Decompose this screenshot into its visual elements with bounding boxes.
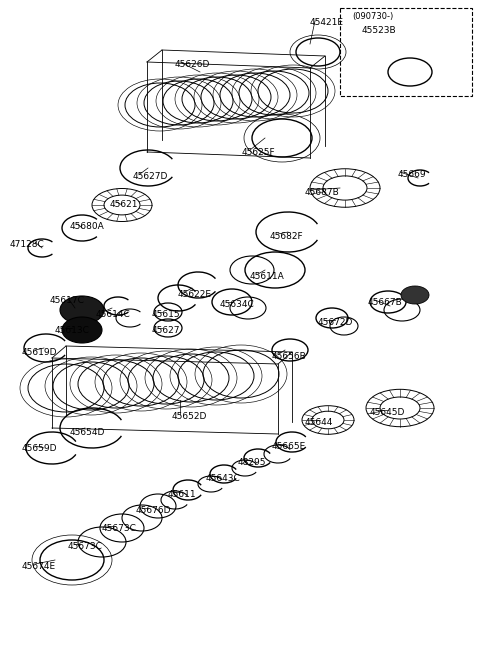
Bar (340, 8, 472, 96)
Text: 45673C: 45673C (68, 542, 103, 551)
Text: 45656B: 45656B (272, 352, 307, 361)
Text: 45627D: 45627D (133, 172, 168, 181)
Text: 45652D: 45652D (172, 412, 207, 421)
Text: 45421E: 45421E (310, 18, 344, 27)
Text: 45611: 45611 (168, 490, 197, 499)
Text: 45674E: 45674E (22, 562, 56, 571)
Text: 45673C: 45673C (102, 524, 137, 533)
Text: 47128C: 47128C (10, 240, 45, 249)
Text: 45676D: 45676D (136, 506, 171, 515)
Ellipse shape (401, 286, 429, 304)
Text: 48295: 48295 (238, 458, 266, 467)
Text: 45644: 45644 (305, 418, 334, 427)
Text: 45617C: 45617C (50, 296, 85, 305)
Text: 45680A: 45680A (70, 222, 105, 231)
Text: 45614C: 45614C (96, 310, 131, 319)
Text: 45613C: 45613C (55, 326, 90, 335)
Ellipse shape (60, 296, 104, 324)
Text: 45665E: 45665E (272, 442, 306, 451)
Text: 45643C: 45643C (206, 474, 241, 483)
Text: 45659D: 45659D (22, 444, 58, 453)
Text: 45687B: 45687B (305, 188, 340, 197)
Text: 45523B: 45523B (362, 26, 396, 35)
Text: 45682F: 45682F (270, 232, 304, 241)
Text: 45626D: 45626D (175, 60, 210, 69)
Text: 45611A: 45611A (250, 272, 285, 281)
Text: 45645D: 45645D (370, 408, 406, 417)
Text: 45667B: 45667B (368, 298, 403, 307)
Text: (090730-): (090730-) (352, 12, 393, 21)
Text: 45672D: 45672D (318, 318, 353, 327)
Text: 45669: 45669 (398, 170, 427, 179)
Ellipse shape (62, 317, 102, 343)
Text: 45634C: 45634C (220, 300, 255, 309)
Text: 45627: 45627 (152, 326, 180, 335)
Text: 45615: 45615 (152, 310, 180, 319)
Text: 45654D: 45654D (70, 428, 106, 437)
Text: 45619D: 45619D (22, 348, 58, 357)
Text: 45621: 45621 (110, 200, 139, 209)
Text: 45625F: 45625F (242, 148, 276, 157)
Text: 45622E: 45622E (178, 290, 212, 299)
